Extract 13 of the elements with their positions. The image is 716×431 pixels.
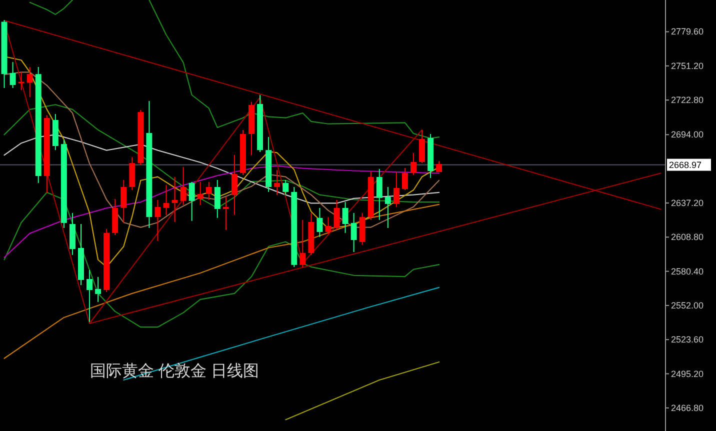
y-tick-label: 2580.40 xyxy=(671,266,704,276)
y-tick-label: 2722.80 xyxy=(671,95,704,106)
y-tick-label: 2552.00 xyxy=(671,300,704,310)
y-tick-label: 2466.80 xyxy=(671,402,704,413)
y-tick-label: 2751.20 xyxy=(671,60,704,71)
y-tick-label: 2694.00 xyxy=(671,130,704,140)
ref-line-label: 2668.97 xyxy=(667,158,711,171)
y-tick-label: 2495.20 xyxy=(671,368,704,379)
y-tick-label: 2779.60 xyxy=(671,26,704,37)
y-tick-label: 2637.20 xyxy=(671,198,704,208)
y-tick-label: 2523.60 xyxy=(671,334,704,345)
ref-line-label: 2668.97 xyxy=(669,160,702,170)
y-tick-label: 2608.80 xyxy=(671,232,704,242)
